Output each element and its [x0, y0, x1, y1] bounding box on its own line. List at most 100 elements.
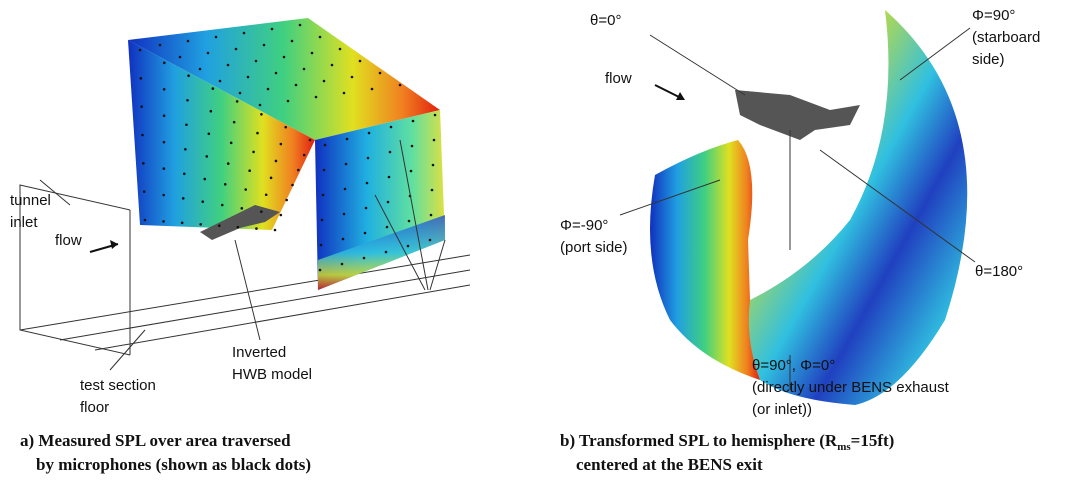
- mic-dot: [351, 76, 354, 79]
- mic-dot: [255, 60, 258, 63]
- mic-dot: [219, 80, 222, 83]
- flow-label: flow: [55, 232, 82, 249]
- mic-dot: [247, 76, 250, 79]
- mic-dot: [182, 197, 185, 200]
- mic-dot: [163, 141, 166, 144]
- mic-dot: [432, 164, 435, 167]
- mic-dot: [339, 48, 342, 51]
- mic-dot: [205, 155, 208, 158]
- mic-dot: [239, 92, 242, 95]
- bottom-label: θ=90°, Φ=0°: [752, 357, 835, 374]
- mic-dot: [255, 227, 258, 230]
- mic-dot: [389, 151, 392, 154]
- mic-dot: [388, 176, 391, 179]
- caption-b-part: =15ft): [851, 431, 895, 450]
- mic-dot: [299, 24, 302, 27]
- mic-dot: [143, 190, 146, 193]
- mic-dot: [235, 48, 238, 51]
- floor-label: floor: [80, 399, 109, 416]
- mic-dot: [236, 100, 239, 103]
- phim90-label: (port side): [560, 239, 628, 256]
- mic-dot: [434, 114, 437, 117]
- mic-dot: [284, 126, 287, 129]
- phim90-label: Φ=-90°: [560, 217, 608, 234]
- mic-dot: [275, 160, 278, 163]
- mic-dot: [342, 238, 345, 241]
- mic-dot: [203, 178, 206, 181]
- mic-dot: [248, 169, 251, 172]
- mic-dot: [322, 194, 325, 197]
- mic-dot: [187, 74, 190, 77]
- mic-dot: [309, 139, 312, 142]
- mic-dot: [218, 224, 221, 227]
- mic-dot: [283, 56, 286, 59]
- caption-a: a) Measured SPL over area traversed: [20, 431, 291, 450]
- mic-dot: [240, 207, 243, 210]
- caption-b-part: ms: [837, 441, 851, 453]
- mic-dot: [163, 167, 166, 170]
- mic-dot: [411, 145, 414, 148]
- mic-dot: [140, 77, 143, 80]
- mic-dot: [227, 162, 230, 165]
- caption-b: b) Transformed SPL to hemisphere (Rms=15…: [560, 431, 894, 453]
- mic-dot: [324, 144, 327, 147]
- mic-dot: [210, 110, 213, 113]
- mic-dot: [187, 40, 190, 43]
- mic-dot: [271, 28, 274, 31]
- mic-dot: [320, 244, 323, 247]
- mic-dot: [331, 64, 334, 67]
- mic-dot: [144, 219, 147, 222]
- mic-dot: [270, 177, 273, 180]
- mic-dot: [142, 162, 145, 165]
- mic-dot: [280, 214, 283, 217]
- panel-a-drawing: [20, 18, 470, 370]
- mic-dot: [291, 184, 294, 187]
- floor-label: test section: [80, 377, 156, 394]
- mic-dot: [364, 232, 367, 235]
- mic-dot: [163, 114, 166, 117]
- mic-dot: [385, 251, 388, 254]
- mic-dot: [256, 132, 259, 135]
- hemisphere-left: [650, 140, 760, 380]
- mic-dot: [410, 170, 413, 173]
- mic-dot: [263, 44, 266, 47]
- mic-dot: [287, 100, 290, 103]
- mic-dot: [275, 72, 278, 75]
- mic-dot: [141, 134, 144, 137]
- theta180-label: θ=180°: [975, 263, 1023, 280]
- mic-dot: [433, 139, 436, 142]
- mic-dot: [323, 80, 326, 83]
- mic-dot: [265, 193, 268, 196]
- mic-dot: [343, 92, 346, 95]
- mic-dot: [387, 201, 390, 204]
- mic-dot: [341, 263, 344, 266]
- mic-dot: [399, 84, 402, 87]
- mic-dot: [267, 88, 270, 91]
- mic-dot: [163, 88, 166, 91]
- mic-dot: [280, 143, 283, 146]
- mic-dot: [183, 173, 186, 176]
- mic-dot: [274, 229, 277, 232]
- caption-b: centered at the BENS exit: [576, 455, 763, 474]
- mic-dot: [212, 87, 215, 90]
- mic-dot: [343, 213, 346, 216]
- mic-dot: [363, 257, 366, 260]
- mic-dot: [179, 56, 182, 59]
- mic-dot: [319, 269, 322, 272]
- mic-dot: [285, 199, 288, 202]
- mic-dot: [297, 169, 300, 172]
- mic-dot: [366, 182, 369, 185]
- caption-a: by microphones (shown as black dots): [36, 455, 311, 474]
- mic-dot: [295, 84, 298, 87]
- mic-dot: [208, 133, 211, 136]
- mic-dot: [260, 210, 263, 213]
- mic-dot: [371, 88, 374, 91]
- mic-dot: [186, 99, 189, 102]
- mic-dot: [162, 194, 165, 197]
- mic-dot: [199, 68, 202, 71]
- mic-dot: [359, 60, 362, 63]
- mic-dot: [244, 188, 247, 191]
- mic-dot: [345, 163, 348, 166]
- mic-dot: [311, 52, 314, 55]
- phi90-label: (starboard: [972, 29, 1040, 46]
